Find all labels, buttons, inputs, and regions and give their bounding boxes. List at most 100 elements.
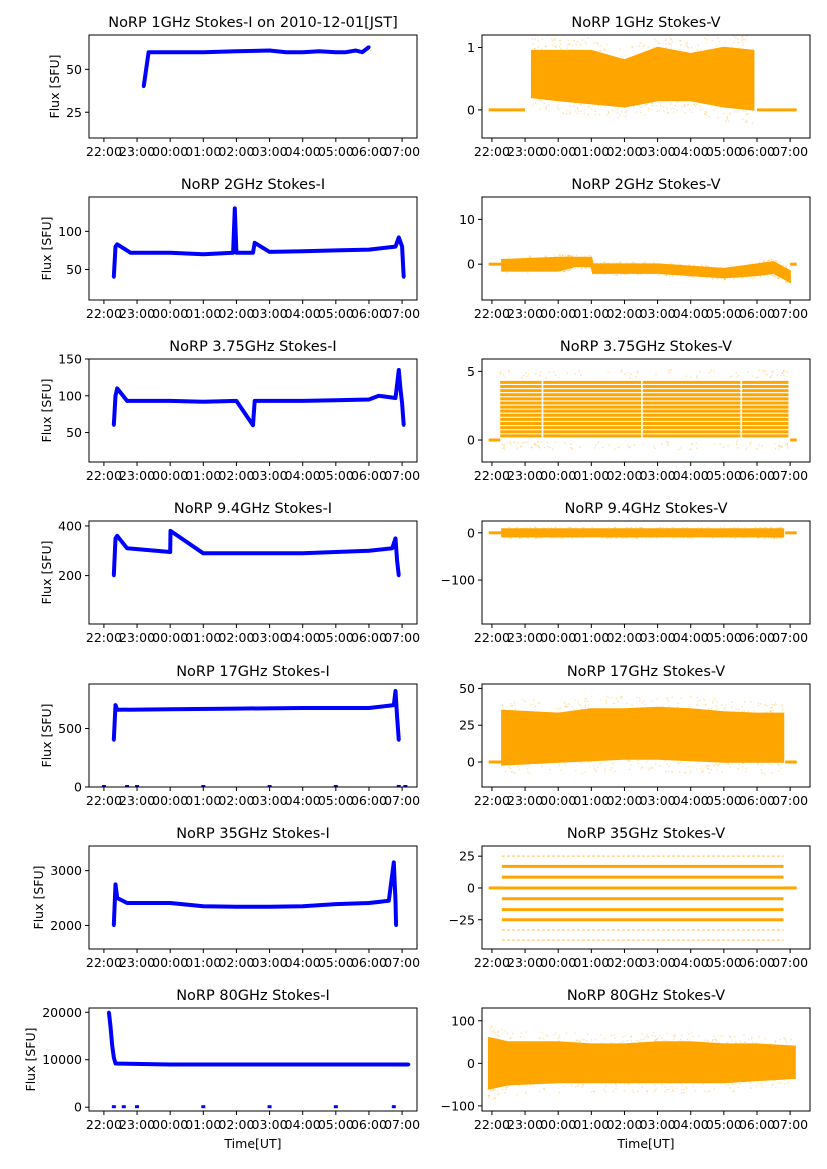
data-point — [635, 272, 637, 275]
data-point — [726, 115, 728, 118]
data-point — [527, 373, 530, 376]
data-point — [499, 371, 502, 373]
data-point — [585, 267, 587, 270]
x-tick-label: 02:00 — [218, 630, 254, 645]
data-point — [591, 268, 593, 271]
x-tick-label: 23:00 — [507, 144, 543, 159]
data-point — [671, 527, 674, 529]
data-point — [590, 266, 593, 269]
data-point — [667, 111, 669, 114]
data-point — [591, 526, 593, 529]
data-point — [523, 527, 525, 529]
data-point — [267, 1105, 272, 1109]
data-point — [729, 376, 731, 378]
data-point — [591, 260, 594, 262]
data-point — [621, 696, 623, 698]
data-point — [748, 761, 751, 764]
data-point — [700, 527, 702, 530]
data-point — [728, 536, 730, 538]
data-point — [683, 537, 685, 539]
data-point — [668, 527, 670, 530]
data-point — [742, 766, 744, 768]
data-point — [691, 47, 693, 49]
data-point — [679, 40, 681, 42]
data-point — [737, 768, 739, 770]
data-point — [668, 372, 670, 374]
x-tick-label: 05:00 — [706, 793, 742, 808]
data-point — [675, 100, 678, 103]
data-point — [769, 376, 771, 378]
data-point — [647, 46, 649, 48]
data-point — [739, 1040, 742, 1042]
data-point — [547, 445, 549, 447]
x-tick-label: 07:00 — [384, 630, 420, 645]
data-point — [674, 1035, 676, 1038]
data-point — [730, 1087, 732, 1089]
x-axis: 22:0023:0000:0001:0002:0003:0004:0005:00… — [474, 787, 808, 808]
data-point — [694, 1089, 697, 1092]
x-tick-label: 06:00 — [739, 468, 775, 483]
data-point — [653, 46, 655, 48]
data-point — [773, 442, 776, 445]
data-point — [690, 448, 692, 451]
data-point — [508, 537, 510, 539]
data-point — [703, 1090, 706, 1092]
data-point — [665, 43, 667, 45]
data-point — [505, 770, 507, 773]
data-point — [549, 768, 551, 771]
data-point — [661, 443, 663, 445]
data-point — [680, 447, 682, 449]
data-point — [655, 1088, 657, 1090]
data-point — [632, 262, 634, 265]
data-point — [571, 706, 573, 708]
data-point — [101, 785, 106, 787]
data-point — [724, 267, 726, 270]
data-point — [764, 773, 766, 775]
data-point — [637, 273, 639, 275]
data-point — [576, 41, 579, 43]
data-point — [717, 117, 720, 119]
data-point — [584, 266, 586, 268]
data-point — [668, 369, 670, 371]
data-point — [638, 1082, 641, 1084]
data-point — [520, 1032, 522, 1034]
data-point — [583, 1038, 585, 1041]
data-point — [773, 1079, 776, 1081]
data-point — [774, 536, 776, 538]
data-point — [785, 281, 787, 283]
data-point — [643, 262, 645, 264]
data-point — [604, 770, 606, 773]
data-point — [578, 370, 581, 372]
data-point — [508, 369, 510, 372]
data-point — [591, 270, 594, 273]
x-tick-label: 06:00 — [739, 793, 775, 808]
data-point — [655, 1039, 657, 1041]
data-point — [568, 703, 570, 705]
data-point — [760, 536, 762, 538]
data-point — [745, 113, 748, 115]
data-point — [592, 272, 594, 274]
data-point — [587, 704, 590, 706]
data-point — [501, 1088, 504, 1091]
data-point — [590, 1090, 593, 1093]
data-point — [705, 526, 708, 529]
data-point — [727, 763, 730, 765]
data-point — [669, 42, 671, 45]
data-point — [770, 527, 773, 530]
data-point — [764, 535, 766, 538]
data-point — [585, 266, 587, 269]
data-point — [393, 899, 398, 903]
data-point — [790, 1038, 793, 1041]
subplot-3.75ghz-v: NoRP 3.75GHz Stokes-V22:0023:0000:0001:0… — [467, 339, 811, 483]
data-point — [591, 260, 594, 262]
axes-frame — [88, 34, 418, 139]
data-point — [570, 710, 572, 712]
data-point — [601, 272, 603, 275]
data-point — [659, 526, 661, 529]
data-point — [497, 1090, 499, 1092]
data-point — [534, 38, 537, 40]
data-point — [546, 1035, 548, 1038]
data-point — [716, 701, 718, 703]
data-point — [588, 267, 591, 269]
